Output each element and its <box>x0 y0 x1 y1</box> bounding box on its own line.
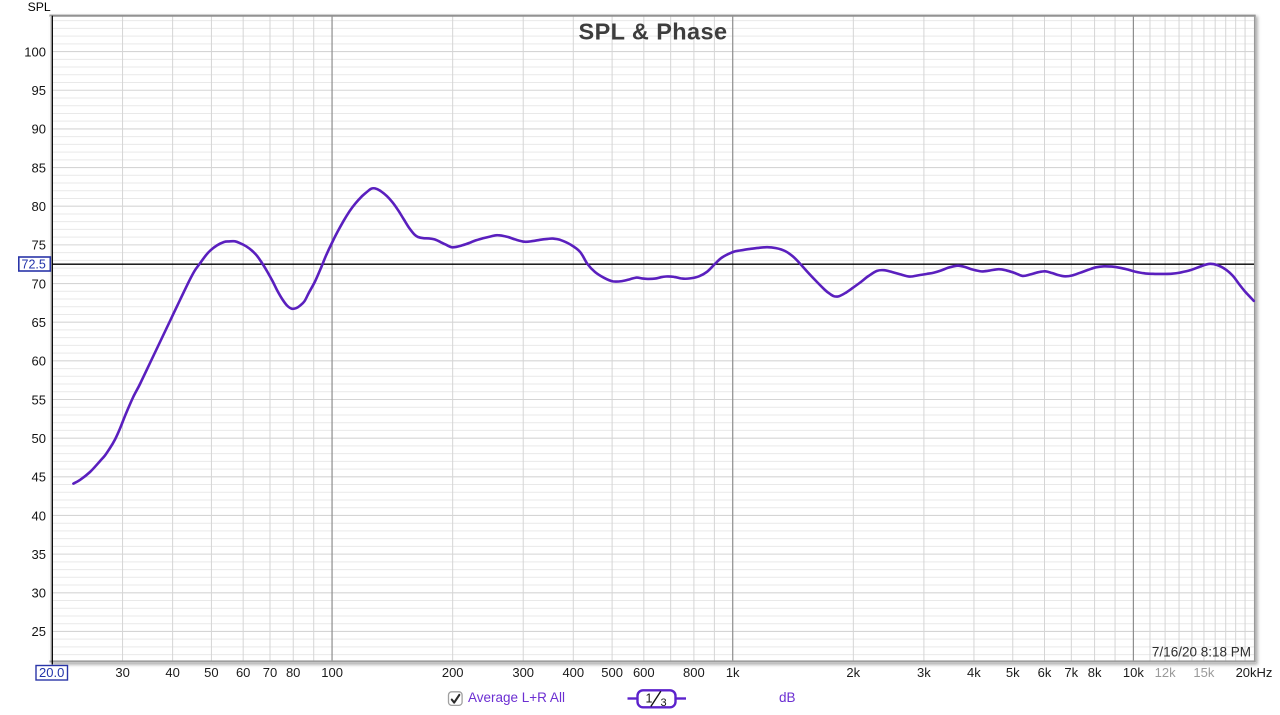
svg-text:5k: 5k <box>1006 665 1020 680</box>
svg-text:600: 600 <box>633 665 655 680</box>
svg-text:50: 50 <box>32 431 46 446</box>
svg-text:300: 300 <box>512 665 534 680</box>
svg-text:3: 3 <box>661 697 667 709</box>
svg-text:72.5: 72.5 <box>22 258 46 272</box>
svg-text:6k: 6k <box>1038 665 1052 680</box>
svg-text:85: 85 <box>32 160 46 175</box>
svg-text:75: 75 <box>32 238 46 253</box>
svg-text:SPL & Phase: SPL & Phase <box>579 19 728 45</box>
svg-text:35: 35 <box>32 547 46 562</box>
svg-text:60: 60 <box>32 354 46 369</box>
svg-text:80: 80 <box>32 199 46 214</box>
svg-text:20.0: 20.0 <box>39 665 64 680</box>
svg-text:7/16/20 8:18 PM: 7/16/20 8:18 PM <box>1152 645 1251 660</box>
svg-text:25: 25 <box>32 624 46 639</box>
svg-text:80: 80 <box>286 665 300 680</box>
svg-text:70: 70 <box>32 276 46 291</box>
svg-text:12k: 12k <box>1155 665 1176 680</box>
svg-text:1: 1 <box>646 692 653 706</box>
svg-text:20kHz: 20kHz <box>1236 665 1273 680</box>
svg-text:60: 60 <box>236 665 250 680</box>
svg-text:40: 40 <box>32 508 46 523</box>
svg-text:100: 100 <box>24 44 46 59</box>
svg-text:95: 95 <box>32 83 46 98</box>
svg-text:70: 70 <box>263 665 277 680</box>
svg-text:800: 800 <box>683 665 705 680</box>
svg-text:dB: dB <box>779 690 796 705</box>
svg-text:50: 50 <box>204 665 218 680</box>
svg-text:1k: 1k <box>726 665 740 680</box>
svg-text:400: 400 <box>562 665 584 680</box>
svg-text:10k: 10k <box>1123 665 1144 680</box>
svg-text:55: 55 <box>32 392 46 407</box>
svg-text:2k: 2k <box>846 665 860 680</box>
svg-text:65: 65 <box>32 315 46 330</box>
svg-text:200: 200 <box>442 665 464 680</box>
svg-text:15k: 15k <box>1193 665 1214 680</box>
svg-text:30: 30 <box>32 586 46 601</box>
svg-text:40: 40 <box>165 665 179 680</box>
svg-text:3k: 3k <box>917 665 931 680</box>
svg-text:4k: 4k <box>967 665 981 680</box>
svg-text:8k: 8k <box>1088 665 1102 680</box>
svg-text:45: 45 <box>32 470 46 485</box>
svg-text:SPL: SPL <box>28 0 51 14</box>
svg-text:500: 500 <box>601 665 623 680</box>
svg-text:100: 100 <box>321 665 343 680</box>
svg-text:30: 30 <box>115 665 129 680</box>
svg-text:7k: 7k <box>1064 665 1078 680</box>
svg-text:90: 90 <box>32 122 46 137</box>
svg-text:Average L+R All: Average L+R All <box>468 690 565 705</box>
